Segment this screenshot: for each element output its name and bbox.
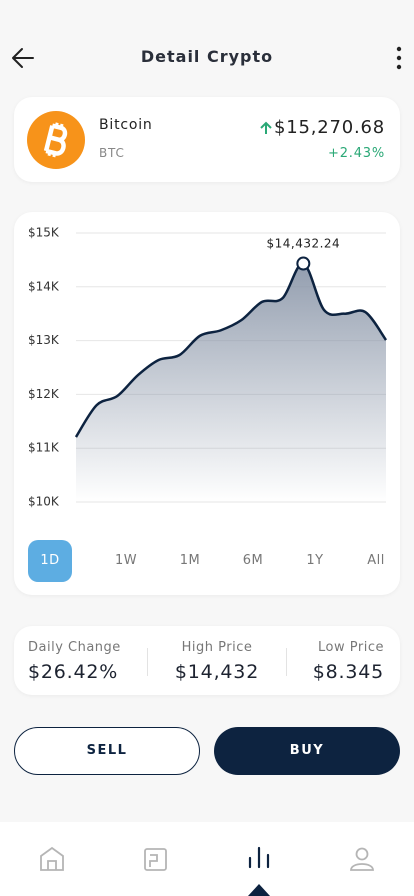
home-icon[interactable] [40, 846, 64, 871]
more-button[interactable] [392, 45, 406, 71]
divider [286, 648, 287, 676]
stats-card [14, 626, 400, 695]
peak-annotation: $14,432.24 [266, 237, 340, 251]
buy-button[interactable]: BUY [214, 727, 400, 775]
stat-label: High Price [181, 640, 253, 655]
coin-ticker: BTC [99, 146, 125, 160]
coin-price: $15,270.68 [273, 117, 385, 138]
y-tick-label: $15K [28, 226, 60, 240]
up-arrow [260, 121, 272, 134]
stat: Daily Change $26.42% [28, 640, 148, 683]
timeframe-tab[interactable]: 1Y [306, 553, 324, 568]
bottom-nav [0, 822, 414, 896]
page-title: Detail Crypto [140, 47, 274, 66]
price-line [74, 262, 388, 438]
back-button[interactable] [10, 46, 36, 70]
timeframe-tab[interactable]: All [367, 553, 385, 568]
nav-icons [40, 846, 374, 896]
sell-button[interactable]: SELL [14, 727, 200, 775]
coin-icon [27, 111, 85, 169]
stat-label: Low Price [318, 640, 384, 655]
timeframe-tab[interactable]: 1D [28, 540, 72, 582]
peak-marker [296, 256, 311, 271]
stat-label: Daily Change [28, 640, 121, 655]
divider [147, 648, 148, 676]
area-fill [76, 263, 386, 502]
timeframe-tab[interactable]: 1W [114, 553, 138, 568]
wallet-icon[interactable] [144, 848, 167, 871]
profile-icon[interactable] [355, 847, 369, 861]
y-tick-label: $12K [28, 387, 60, 401]
stat: High Price $14,432 [157, 640, 277, 683]
stat-value: $26.42% [28, 661, 119, 683]
stat-value: $14,432 [174, 661, 260, 683]
coin-change: +2.43% [328, 146, 385, 161]
y-tick-label: $13K [28, 333, 60, 347]
coin-name: Bitcoin [99, 117, 153, 133]
y-tick-label: $11K [28, 441, 60, 455]
y-tick-label: $10K [28, 495, 60, 509]
stat-value: $8.345 [312, 661, 384, 683]
timeframe-tab[interactable]: 6M [242, 553, 264, 568]
active-indicator [248, 884, 270, 896]
y-tick-label: $14K [28, 279, 60, 293]
timeframe-tab[interactable]: 1M [179, 553, 201, 568]
price-chart: $10K $11K $12K $13K $14K $15K $14,432.24 [28, 226, 388, 509]
chart-icon[interactable] [248, 846, 270, 869]
stat: Low Price $8.345 [264, 640, 384, 683]
